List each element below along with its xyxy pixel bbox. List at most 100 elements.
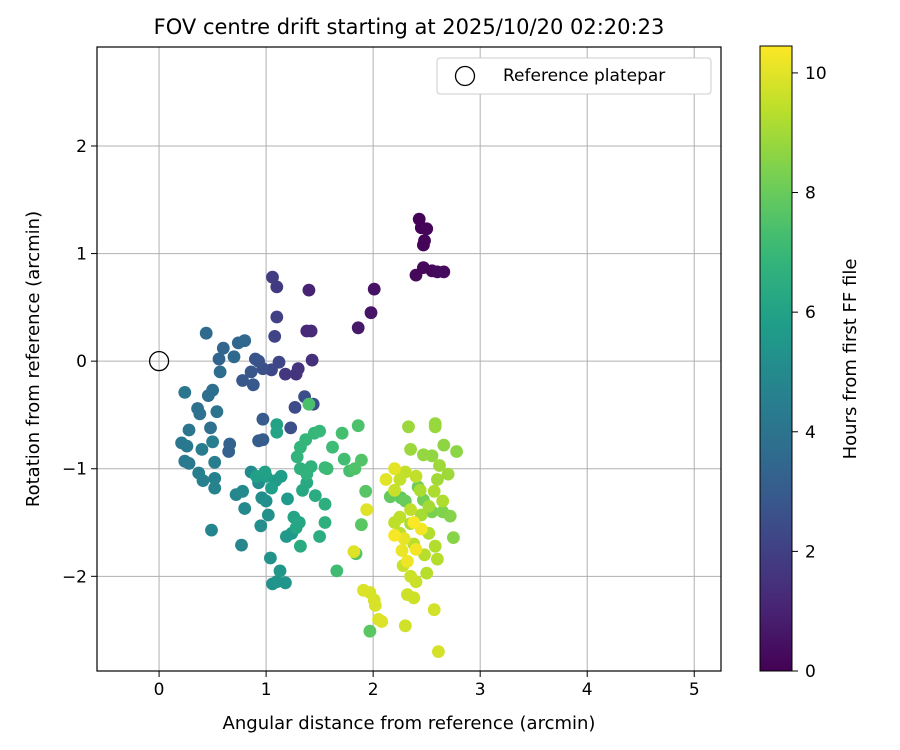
y-tick-label: −1 — [62, 460, 87, 480]
data-point — [180, 439, 194, 453]
data-point — [279, 367, 292, 381]
data-point — [313, 424, 326, 438]
data-point — [178, 386, 192, 399]
data-point — [208, 455, 222, 469]
data-point — [417, 448, 430, 462]
data-point — [360, 503, 374, 516]
data-point — [206, 435, 220, 449]
colorbar-tick-label: 0 — [805, 662, 816, 682]
plot-frame — [96, 46, 722, 672]
data-point — [359, 484, 373, 498]
legend-box — [436, 57, 712, 95]
data-point — [404, 443, 417, 456]
data-point — [208, 481, 222, 495]
data-point — [398, 619, 412, 633]
data-point — [404, 569, 417, 583]
data-point — [402, 420, 415, 434]
colorbar-label: Hours from first FF file — [840, 259, 861, 460]
colorbar-tick-label: 8 — [805, 184, 816, 204]
data-point — [397, 532, 411, 546]
data-point — [335, 426, 349, 440]
data-point — [437, 438, 451, 452]
data-point — [235, 538, 248, 552]
data-point — [308, 489, 322, 502]
data-point — [326, 440, 339, 454]
data-point — [427, 603, 441, 617]
data-point — [264, 551, 277, 565]
data-point — [270, 280, 284, 294]
x-tick-label: 5 — [689, 680, 700, 700]
x-tick-label: 3 — [475, 680, 486, 700]
colorbar-tick-label: 4 — [805, 423, 816, 443]
data-point — [409, 543, 423, 556]
data-point — [351, 419, 365, 433]
data-point — [182, 423, 196, 437]
data-point — [368, 599, 382, 612]
data-point — [249, 352, 262, 366]
data-point — [407, 591, 421, 605]
scatter-points — [175, 212, 463, 658]
data-point — [238, 502, 252, 515]
data-point — [290, 450, 304, 464]
data-point — [436, 494, 450, 508]
data-point — [393, 510, 407, 524]
colorbar-tick-label: 6 — [805, 303, 816, 323]
data-point — [432, 645, 445, 658]
data-point — [304, 460, 318, 473]
data-point — [401, 554, 414, 568]
data-point — [196, 474, 210, 487]
data-point — [304, 324, 318, 338]
data-point — [347, 545, 361, 558]
data-point — [427, 484, 441, 498]
data-point — [302, 397, 316, 411]
data-point — [212, 352, 226, 366]
data-point — [407, 516, 421, 529]
data-point — [388, 462, 401, 476]
y-tick-label: 0 — [76, 352, 87, 372]
data-point — [254, 519, 268, 533]
data-point — [261, 508, 275, 522]
data-point — [288, 401, 302, 414]
x-tick-label: 2 — [368, 680, 379, 700]
data-point — [256, 412, 270, 426]
data-point — [433, 459, 446, 472]
y-tick-label: 2 — [76, 137, 87, 157]
data-point — [431, 473, 444, 486]
data-point — [420, 222, 434, 236]
data-point — [256, 433, 270, 447]
data-point — [193, 407, 207, 421]
y-axis-ticks: −2 −1 0 1 2 — [62, 137, 97, 587]
data-point — [409, 469, 423, 483]
data-point — [279, 576, 292, 590]
y-tick-label: −2 — [62, 567, 87, 587]
data-point — [213, 365, 227, 379]
legend: Reference platepar — [436, 57, 712, 95]
data-point — [351, 321, 365, 335]
data-point — [294, 539, 307, 553]
legend-marker-circle-icon — [454, 65, 476, 87]
data-point — [395, 544, 409, 557]
data-point — [330, 564, 344, 578]
data-point — [375, 615, 389, 628]
data-point — [443, 509, 457, 523]
x-axis-label: Angular distance from reference (arcmin) — [223, 713, 596, 734]
reference-marker-layer — [148, 351, 170, 372]
data-point — [216, 341, 230, 355]
data-point — [337, 452, 351, 466]
data-point — [270, 425, 284, 439]
data-point — [388, 529, 401, 542]
chart-title: FOV centre drift starting at 2025/10/20 … — [154, 15, 665, 39]
data-point — [246, 378, 260, 392]
legend-label: Reference platepar — [503, 66, 665, 86]
data-point — [238, 334, 252, 348]
data-point — [379, 473, 393, 486]
data-point — [450, 445, 463, 458]
data-point — [437, 265, 451, 279]
data-point — [270, 310, 284, 324]
data-point — [302, 283, 316, 297]
colorbar-tick-label: 10 — [805, 64, 827, 84]
data-point — [273, 564, 287, 578]
data-point — [204, 421, 217, 435]
data-point — [404, 503, 417, 516]
